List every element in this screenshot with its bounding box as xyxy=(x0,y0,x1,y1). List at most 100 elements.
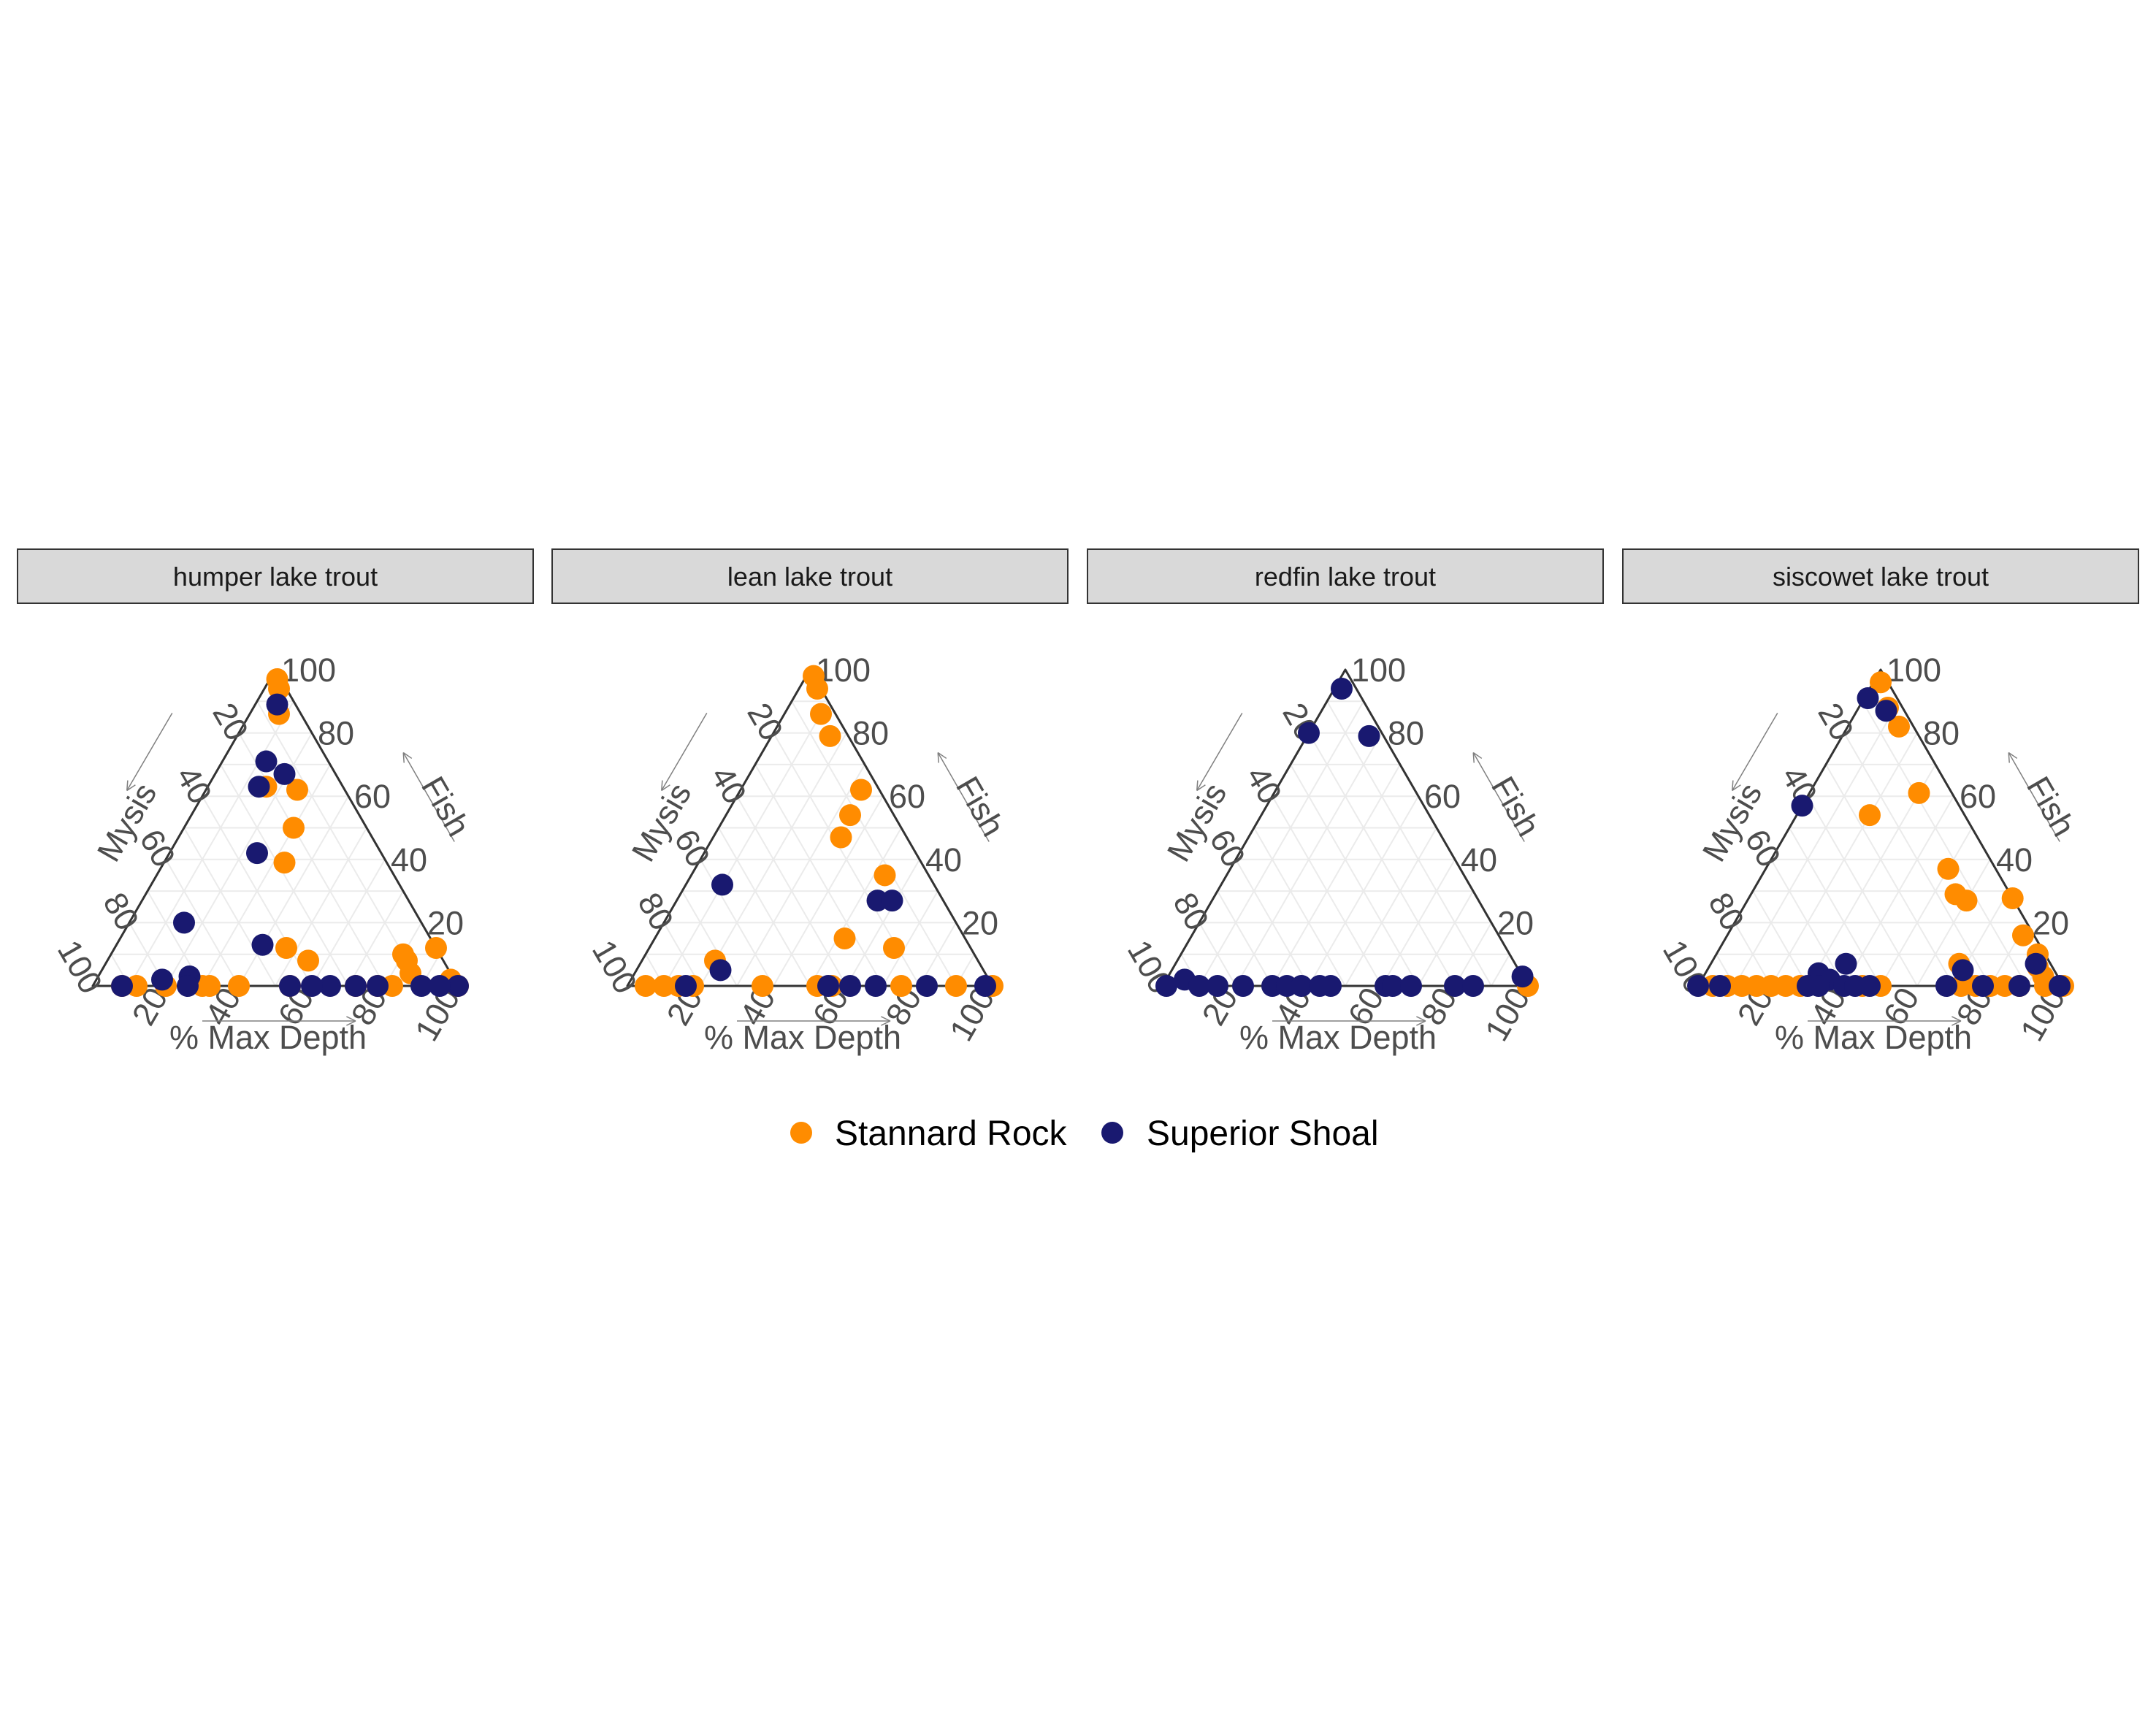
point-superior-shoal xyxy=(429,975,451,997)
tick-label-fish: 60 xyxy=(354,778,391,815)
tick-label-mysis: 80 xyxy=(1701,887,1751,937)
axis-title-fish: Fish xyxy=(1484,770,1548,843)
point-stannard-rock xyxy=(810,703,832,725)
point-superior-shoal xyxy=(1835,952,1857,975)
point-stannard-rock xyxy=(1859,804,1881,827)
facet-strip xyxy=(551,548,1069,604)
tick-label-mysis: 80 xyxy=(630,887,681,937)
axis-arrow-head xyxy=(1196,784,1206,792)
point-stannard-rock xyxy=(2012,924,2034,946)
point-superior-shoal xyxy=(279,975,301,997)
grid-line xyxy=(1825,764,1954,987)
point-superior-shoal xyxy=(410,975,432,997)
grid-line xyxy=(1770,859,1845,987)
axis-arrow-line xyxy=(661,712,708,791)
axis-arrow-line xyxy=(2008,752,2060,842)
point-stannard-rock xyxy=(286,779,308,801)
grid-line xyxy=(165,859,240,987)
axis-arrow-head xyxy=(1416,1020,1426,1026)
tick-label-fish: 20 xyxy=(427,904,464,941)
axis-arrow-line xyxy=(1196,712,1243,791)
axis-arrow-head xyxy=(1952,1020,1962,1026)
legend: Stannard Rock Superior Shoal xyxy=(790,1114,1379,1153)
grid-line xyxy=(1199,922,1236,987)
grid-line xyxy=(1880,827,1973,987)
axis-arrow-head xyxy=(661,784,670,792)
point-superior-shoal xyxy=(177,975,199,997)
axis-arrow-head xyxy=(1952,1016,1962,1022)
grid-line xyxy=(1916,859,1991,987)
point-superior-shoal xyxy=(1382,975,1404,997)
grid-line xyxy=(754,764,884,987)
point-stannard-rock xyxy=(1870,671,1892,694)
point-superior-shoal xyxy=(1207,975,1228,997)
axis-arrow-head xyxy=(2008,752,2010,763)
point-superior-shoal xyxy=(248,776,270,798)
tick-label-mysis: 80 xyxy=(1166,887,1216,937)
grid-line xyxy=(882,890,939,987)
point-stannard-rock xyxy=(850,779,872,801)
grid-line xyxy=(791,700,957,987)
point-superior-shoal xyxy=(817,975,839,997)
point-superior-shoal xyxy=(255,750,278,773)
legend-label-superior-shoal: Superior Shoal xyxy=(1147,1114,1379,1153)
point-superior-shoal xyxy=(974,975,996,997)
tick-label-fish: 80 xyxy=(852,715,889,752)
tick-label-fish: 60 xyxy=(889,778,925,815)
point-superior-shoal xyxy=(839,975,861,997)
axis-arrow-head xyxy=(1732,784,1741,792)
point-superior-shoal xyxy=(675,975,697,997)
point-superior-shoal xyxy=(1298,722,1320,744)
axis-title-fish: Fish xyxy=(414,770,478,843)
point-superior-shoal xyxy=(865,975,887,997)
grid-line xyxy=(1253,827,1346,987)
point-stannard-rock xyxy=(199,975,221,997)
facet-title: lean lake trout xyxy=(727,562,892,592)
facet-title: humper lake trout xyxy=(173,562,378,592)
point-stannard-rock xyxy=(635,975,657,997)
point-superior-shoal xyxy=(1935,975,1957,997)
point-superior-shoal xyxy=(251,933,274,956)
point-superior-shoal xyxy=(151,968,173,991)
facet-strip xyxy=(1622,548,2139,604)
point-stannard-rock xyxy=(268,677,290,700)
tick-label-fish: 60 xyxy=(1424,778,1461,815)
tick-label-mysis: 100 xyxy=(50,933,110,1000)
point-superior-shoal xyxy=(1291,975,1312,997)
facet-humper-lake-trout: humper lake trout20202040404060606080808… xyxy=(17,548,534,1056)
tick-label-fish: 80 xyxy=(1388,715,1424,752)
point-stannard-rock xyxy=(297,949,319,972)
point-stannard-rock xyxy=(883,937,905,960)
point-superior-shoal xyxy=(1320,975,1342,997)
point-superior-shoal xyxy=(173,911,195,934)
point-superior-shoal xyxy=(1808,975,1830,997)
point-stannard-rock xyxy=(830,826,852,849)
grid-line xyxy=(1326,700,1492,987)
point-stannard-rock xyxy=(275,937,297,960)
ternary-frame xyxy=(91,668,459,987)
axis-arrow-head xyxy=(402,751,413,760)
point-superior-shoal xyxy=(345,975,367,997)
axis-arrow-head xyxy=(937,751,947,760)
grid-line xyxy=(1454,922,1492,987)
tick-label-fish: 100 xyxy=(281,651,336,689)
tick-label-fish: 40 xyxy=(1461,841,1497,879)
point-superior-shoal xyxy=(1232,975,1254,997)
ternary-grid xyxy=(1180,700,1510,987)
tick-label-mysis: 40 xyxy=(703,760,754,810)
grid-line xyxy=(348,890,404,987)
point-superior-shoal xyxy=(916,975,938,997)
grid-line xyxy=(1217,890,1273,987)
point-superior-shoal xyxy=(709,959,732,982)
point-superior-shoal xyxy=(1331,677,1353,700)
grid-line xyxy=(311,859,386,987)
axis-arrow-line xyxy=(1732,712,1778,791)
grid-line xyxy=(809,827,902,987)
point-superior-shoal xyxy=(1791,795,1813,817)
facet-strip xyxy=(1087,548,1604,604)
facet-title: siscowet lake trout xyxy=(1773,562,1989,592)
point-stannard-rock xyxy=(1955,890,1978,912)
grid-line xyxy=(1789,827,1881,987)
point-stannard-rock xyxy=(874,864,896,887)
point-stannard-rock xyxy=(752,975,773,997)
